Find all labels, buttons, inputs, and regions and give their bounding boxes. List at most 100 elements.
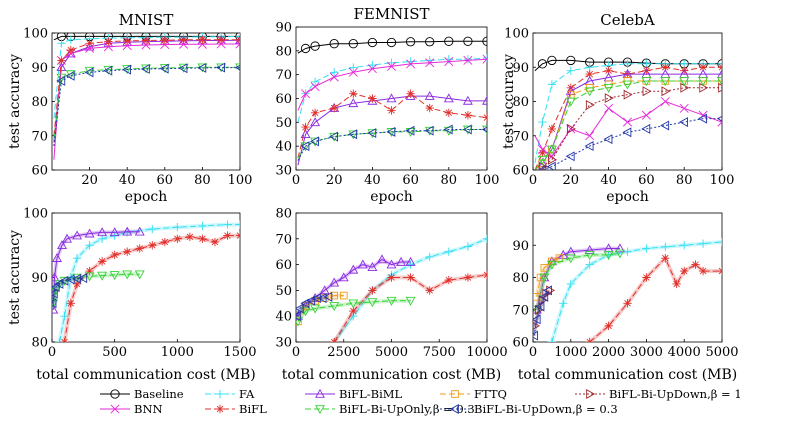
x-tick-label: 100: [475, 173, 500, 188]
data-point: [533, 330, 538, 341]
series-bifl-biml: [297, 90, 487, 166]
series-line: [533, 290, 549, 336]
series-fa: [297, 53, 487, 123]
series-bifl: [297, 89, 487, 159]
data-point: [565, 254, 576, 264]
data-point: [584, 244, 595, 254]
series-line: [297, 295, 344, 322]
data-point: [329, 72, 339, 82]
y-tick-label: 60: [31, 164, 48, 179]
legend-label: Baseline: [134, 387, 184, 401]
data-point: [699, 82, 709, 93]
data-point: [348, 264, 359, 274]
data-point: [185, 232, 195, 242]
series-fa: [330, 234, 487, 342]
data-point: [424, 125, 434, 136]
data-point: [84, 67, 94, 78]
data-point: [559, 299, 568, 308]
x-tick-label: 5000: [705, 345, 738, 360]
data-point: [198, 234, 207, 243]
legend-label: BiFL-Bi-UpDown,β = 1: [609, 387, 742, 401]
data-point: [329, 302, 340, 312]
y-tick-label: 30: [275, 164, 292, 179]
data-point: [661, 63, 670, 72]
data-point: [566, 66, 575, 75]
data-point: [122, 41, 132, 51]
data-point: [386, 296, 397, 306]
data-point: [134, 226, 145, 236]
y-axis-label: test accuracy: [501, 54, 517, 149]
series-bifl-bi-uponly-0-3: [534, 77, 722, 170]
data-point: [301, 122, 310, 132]
data-point: [585, 131, 595, 141]
data-point: [59, 275, 69, 286]
series-bifl-bi-uponly-0-3: [52, 270, 145, 309]
data-point: [482, 270, 487, 280]
legend-item-bnn: BNN: [100, 402, 163, 416]
data-point: [443, 124, 453, 135]
data-point: [97, 271, 108, 281]
data-point: [57, 56, 66, 65]
data-point: [60, 312, 69, 321]
y-axis-label: test accuracy: [7, 230, 23, 325]
data-point: [367, 64, 377, 74]
series-fa: [547, 237, 722, 342]
y-tick-label: 90: [512, 61, 529, 76]
data-point: [565, 97, 576, 107]
data-point: [463, 36, 473, 46]
legend-item-bifl-bi-updown-1: BiFL-Bi-UpDown,β = 1: [575, 387, 742, 401]
legend-label: BiFL: [239, 402, 267, 416]
series-line: [53, 67, 240, 147]
data-point: [72, 279, 82, 289]
y-tick-label: 70: [275, 68, 292, 83]
data-point: [349, 306, 358, 316]
data-point: [533, 321, 541, 330]
data-point: [300, 129, 311, 139]
x-axis-label: epoch: [606, 189, 649, 205]
series-line: [53, 43, 240, 160]
x-tick-label: 40: [119, 173, 136, 188]
data-point: [396, 256, 407, 266]
data-point: [134, 270, 145, 280]
data-point: [679, 117, 689, 128]
data-point: [641, 123, 651, 134]
data-point: [367, 129, 378, 139]
data-point: [72, 253, 82, 263]
data-point: [691, 260, 700, 269]
y-tick-label: 90: [31, 271, 48, 286]
y-tick-label: 80: [275, 44, 292, 59]
data-point: [348, 39, 358, 49]
series-line: [64, 235, 240, 342]
x-tick-label: 0: [529, 345, 537, 360]
series-line: [534, 66, 722, 170]
x-tick-label: 0: [529, 173, 537, 188]
data-point: [110, 250, 119, 260]
data-point: [603, 83, 614, 93]
y-tick-label: 90: [275, 21, 292, 36]
data-point: [140, 63, 150, 74]
series-line: [297, 258, 411, 317]
axes-box: [532, 212, 723, 343]
data-point: [85, 39, 94, 48]
data-point: [641, 110, 651, 120]
data-point: [56, 62, 67, 72]
data-point: [604, 93, 614, 104]
data-point: [97, 257, 107, 266]
x-tick-label: 500: [102, 345, 127, 360]
data-point: [387, 58, 396, 67]
data-point: [443, 93, 454, 103]
data-point: [57, 39, 66, 48]
legend-marker: [215, 404, 225, 414]
panel-title: CelebA: [600, 11, 655, 29]
series-bifl: [330, 270, 487, 342]
data-point: [405, 296, 416, 306]
x-tick-label: 100: [228, 173, 253, 188]
legend-label: FA: [239, 387, 255, 401]
series-band: [332, 236, 487, 342]
data-point: [160, 35, 169, 45]
data-point: [386, 259, 397, 269]
data-point: [614, 243, 625, 253]
data-point: [481, 126, 487, 133]
data-point: [197, 62, 207, 73]
data-point: [642, 86, 652, 97]
